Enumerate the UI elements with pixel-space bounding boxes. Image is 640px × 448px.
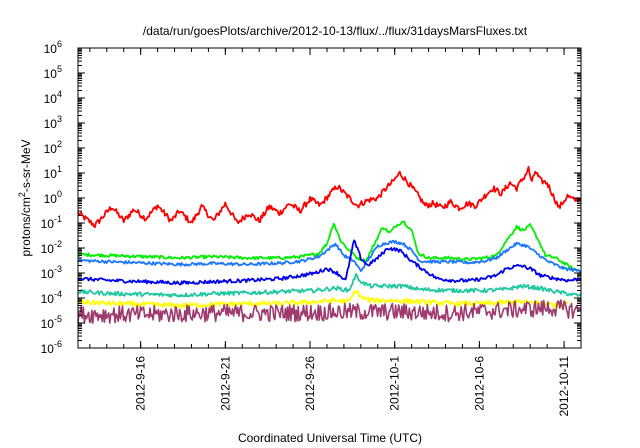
y-tick-label-base: 10: [41, 342, 55, 356]
y-tick-label-exp: 0: [57, 189, 62, 199]
y-tick-label-exp: -3: [54, 264, 62, 274]
y-tick-label: 10-4: [41, 289, 62, 306]
y-tick-label-exp: -4: [54, 289, 62, 299]
y-tick-label-exp: 3: [57, 114, 62, 124]
y-tick-label-exp: -1: [54, 214, 62, 224]
y-tick-label-base: 10: [44, 117, 58, 131]
series-line-2: [77, 220, 582, 273]
x-tick-label: 2012-10-6: [472, 356, 486, 411]
y-tick-label: 10-2: [41, 239, 62, 256]
y-axis: 10610510410310210110010-110-210-310-410-…: [41, 39, 581, 356]
y-axis-label-base: protons/cm: [19, 197, 33, 256]
y-tick-label-exp: 2: [57, 139, 62, 149]
series-line-3: [77, 239, 582, 273]
y-tick-label: 10-1: [41, 214, 62, 231]
x-axis: 2012-9-16 2012-9-21 2012-9-26 2012-10-1 2012…: [89, 48, 582, 417]
y-tick-label-base: 10: [41, 242, 55, 256]
y-tick-label-exp: 6: [57, 39, 62, 49]
y-tick-label-base: 10: [44, 192, 58, 206]
y-tick-label-exp: 5: [57, 64, 62, 74]
y-tick-label-base: 10: [41, 317, 55, 331]
series-line-1: [77, 165, 582, 229]
x-tick-label: 2012-9-16: [134, 356, 148, 411]
y-axis-label: protons/cm2-s-sr-MeV: [17, 139, 33, 256]
y-tick-label: 104: [44, 89, 62, 106]
x-axis-label: Coordinated Universal Time (UTC): [238, 431, 422, 445]
y-tick-label-exp: -6: [54, 339, 62, 349]
y-tick-label-base: 10: [41, 292, 55, 306]
x-tick-label: 2012-9-21: [218, 356, 232, 411]
y-tick-label: 106: [44, 39, 62, 56]
y-tick-label: 10-6: [41, 339, 62, 356]
y-tick-label: 105: [44, 64, 62, 81]
y-axis-label-rest: -s-sr-MeV: [19, 139, 33, 192]
y-axis-label-exp: 2: [17, 192, 27, 197]
y-tick-label: 101: [44, 164, 62, 181]
series-line-6: [77, 290, 569, 309]
series-line-5: [77, 273, 582, 298]
chart-title: /data/run/goesPlots/archive/2012-10-13/f…: [143, 24, 528, 38]
x-tick-label: 2012-10-11: [557, 356, 571, 417]
series-line-7: [77, 299, 582, 324]
y-tick-label-base: 10: [44, 42, 58, 56]
x-tick-label: 2012-9-26: [303, 356, 317, 411]
y-tick-label: 10-5: [41, 314, 62, 331]
series-line-4: [77, 239, 582, 286]
y-tick-label-exp: 1: [57, 164, 62, 174]
y-tick-label-base: 10: [44, 92, 58, 106]
y-tick-label-exp: -5: [54, 314, 62, 324]
series-layer: [77, 165, 582, 324]
y-tick-label: 103: [44, 114, 62, 131]
y-tick-label-base: 10: [44, 167, 58, 181]
y-tick-label-base: 10: [44, 67, 58, 81]
y-tick-label: 10-3: [41, 264, 62, 281]
y-tick-label: 100: [44, 189, 62, 206]
y-tick-label-base: 10: [41, 217, 55, 231]
y-tick-label-base: 10: [44, 142, 58, 156]
y-tick-label-exp: 4: [57, 89, 62, 99]
y-tick-label-exp: -2: [54, 239, 62, 249]
y-tick-label-base: 10: [41, 267, 55, 281]
x-tick-label: 2012-10-1: [388, 356, 402, 411]
y-tick-label: 102: [44, 139, 62, 156]
